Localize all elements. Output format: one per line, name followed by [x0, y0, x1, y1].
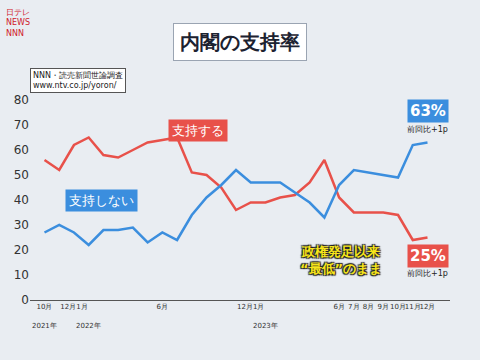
svg-text:63%: 63% — [410, 102, 446, 120]
svg-text:6月: 6月 — [333, 303, 344, 311]
svg-text:8月: 8月 — [363, 303, 374, 311]
svg-text:20: 20 — [14, 243, 29, 257]
svg-text:6月: 6月 — [157, 303, 168, 311]
svg-text:0: 0 — [21, 293, 29, 307]
svg-text:70: 70 — [14, 118, 29, 132]
svg-text:60: 60 — [14, 143, 29, 157]
svg-text:2021年: 2021年 — [32, 322, 57, 330]
svg-text:7月: 7月 — [348, 303, 359, 311]
svg-text:10: 10 — [14, 268, 29, 282]
svg-text:12月1月: 12月1月 — [237, 303, 264, 311]
svg-text:50: 50 — [14, 168, 29, 182]
svg-text:日テレNEWSNNN: 日テレNEWSNNN — [6, 8, 30, 38]
svg-text:10月: 10月 — [37, 303, 53, 311]
svg-text:2023年: 2023年 — [253, 322, 278, 330]
svg-text:前回比+1p: 前回比+1p — [407, 269, 448, 278]
svg-text:30: 30 — [14, 218, 29, 232]
svg-text:25%: 25% — [410, 247, 446, 265]
svg-text:10月: 10月 — [390, 303, 406, 311]
svg-text:前回比+1p: 前回比+1p — [407, 125, 448, 134]
svg-text:支持しない: 支持しない — [69, 193, 134, 208]
svg-text:9月: 9月 — [378, 303, 389, 311]
svg-text:12月: 12月 — [420, 303, 436, 311]
svg-text:40: 40 — [14, 193, 29, 207]
svg-text:政権発足以来“最低”のまま: 政権発足以来“最低”のまま — [300, 244, 382, 276]
svg-text:80: 80 — [14, 93, 29, 107]
svg-text:12月1月: 12月1月 — [60, 303, 87, 311]
svg-text:内閣の支持率: 内閣の支持率 — [180, 30, 300, 54]
svg-text:11月: 11月 — [405, 303, 421, 311]
svg-text:2022年: 2022年 — [76, 322, 101, 330]
svg-text:支持する: 支持する — [172, 123, 224, 138]
svg-text:NNN・読売新聞世論調査www.ntv.co.jp/yoro: NNN・読売新聞世論調査www.ntv.co.jp/yoron/ — [33, 71, 123, 90]
